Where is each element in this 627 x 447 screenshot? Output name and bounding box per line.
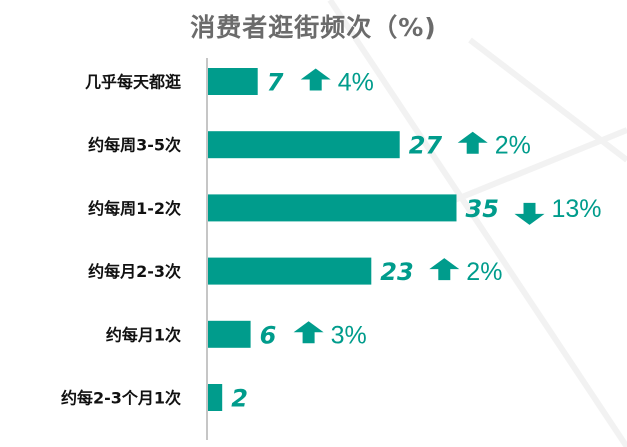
value-label: 23 — [380, 258, 413, 286]
bar — [208, 68, 258, 95]
value-label: 6 — [260, 321, 277, 349]
bar — [208, 320, 251, 348]
watermark-stroke — [428, 127, 627, 213]
arrow-up-icon — [457, 131, 488, 154]
value-label: 7 — [267, 69, 284, 97]
arrow-down-icon — [514, 202, 545, 225]
change-label: 2% — [495, 132, 531, 160]
bar — [208, 257, 372, 285]
arrow-up-icon — [293, 321, 324, 344]
category-label: 约每2-3个月1次 — [61, 389, 181, 408]
arrow-up-icon — [300, 68, 331, 91]
category-label: 约每月2-3次 — [88, 262, 181, 281]
watermark-stroke — [327, 0, 627, 447]
category-label: 几乎每天都逛 — [85, 73, 181, 92]
watermark-stroke — [468, 37, 627, 163]
category-label: 约每周1-2次 — [88, 199, 181, 218]
value-label: 2 — [231, 385, 248, 413]
bar — [208, 384, 223, 411]
chart-title: 消费者逛街频次（%) — [190, 13, 437, 42]
change-label: 13% — [552, 195, 602, 223]
bar — [208, 131, 400, 159]
change-label: 3% — [331, 321, 367, 349]
change-label: 2% — [466, 258, 502, 286]
bar — [208, 194, 457, 222]
category-label: 约每月1次 — [106, 325, 181, 344]
category-label: 约每周3-5次 — [88, 136, 181, 155]
value-label: 27 — [409, 132, 443, 160]
value-label: 35 — [466, 195, 499, 223]
arrow-up-icon — [429, 258, 460, 281]
change-label: 4% — [338, 69, 374, 97]
